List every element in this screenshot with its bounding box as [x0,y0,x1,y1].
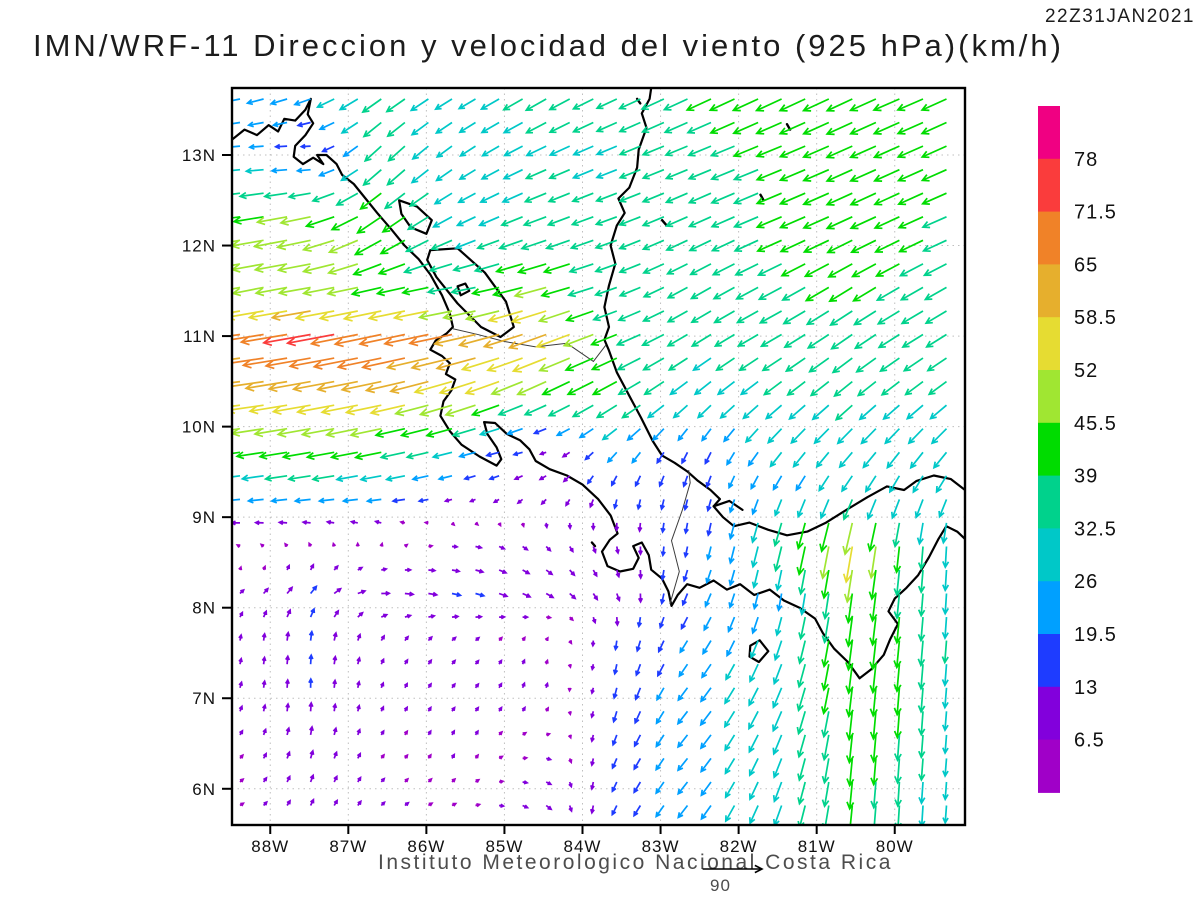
x-tick-label: 88W [251,837,289,856]
coast-bocas-lagoon [712,499,744,511]
coast-ometepe-island [456,282,471,297]
axis-labels: 88W 87W 86W 85W 84W 83W 82W 81W 80W13N12N11N10N9… [182,146,913,856]
colorbar-segment [1038,106,1060,160]
colorbar-label: 58.5 [1074,307,1117,329]
colorbar-label: 45.5 [1074,413,1117,435]
y-tick-label: 10N [182,418,216,437]
colorbar-label: 26 [1074,571,1098,593]
y-tick-label: 13N [182,146,216,165]
colorbar-label: 39 [1074,466,1098,488]
coast-lake-managua [398,199,433,235]
wind-vectors [232,98,950,825]
colorbar-segment [1038,634,1060,688]
page-title: IMN/WRF-11 Direccion y velocidad del vie… [33,28,1064,63]
border-costa-rica-panama [669,470,691,605]
valid-time-label: 22Z31JAN2021 [1044,6,1195,27]
y-tick-label: 11N [183,327,216,346]
colorbar-label: 6.5 [1074,730,1105,752]
coast-caribbean-coast [603,88,965,537]
coast-lake-nicaragua [426,247,515,339]
colorbar-label: 78 [1074,149,1098,171]
coastline [232,88,965,680]
y-tick-label: 6N [192,780,216,799]
colorbar-label: 13 [1074,677,1098,699]
colorbar-segment [1038,475,1060,529]
colorbar-segment [1038,211,1060,265]
coast-coiba-island [748,639,770,664]
x-tick-label: 87W [329,837,367,856]
colorbar-label: 32.5 [1074,518,1117,540]
country-borders [452,328,691,605]
coast-corn-island [660,219,668,226]
colorbar-label: 71.5 [1074,202,1117,224]
y-tick-label: 8N [192,599,216,618]
y-tick-label: 9N [192,508,216,527]
y-tick-label: 7N [192,689,216,708]
colorbar: 78 71.5 65 58.5 52 45.5 39 32.5 26 19.5 13 6.5 [1038,106,1117,793]
coast-providencia-island [785,123,792,131]
colorbar-segment [1038,264,1060,318]
colorbar-segment [1038,317,1060,371]
colorbar-segment [1038,528,1060,582]
reference-vector-label: 90 [710,876,731,895]
colorbar-segment [1038,739,1060,793]
colorbar-label: 65 [1074,254,1098,276]
colorbar-label: 19.5 [1074,624,1117,646]
border-costa-rica-nicaragua [452,328,607,363]
colorbar-segment [1038,370,1060,424]
map-frame [230,86,967,827]
colorbar-label: 52 [1074,360,1098,382]
credit-text: Instituto Meteorologico Nacional Costa R… [378,851,893,874]
coast-cano-island [590,541,597,548]
graticule [232,88,965,825]
coast-pacific-mainland [232,97,965,680]
colorbar-segment [1038,686,1060,741]
colorbar-segment [1038,158,1060,213]
colorbar-segment [1038,581,1060,635]
y-tick-label: 12N [182,237,216,256]
coast-san-andres-island [759,193,765,202]
coast-miskito-cay [635,97,642,105]
colorbar-segment [1038,422,1060,477]
